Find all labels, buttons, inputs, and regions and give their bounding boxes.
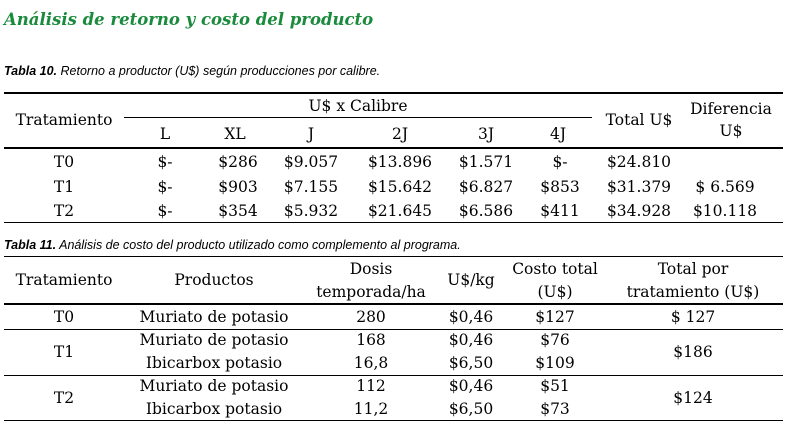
t11-group-t1-total: $186 xyxy=(673,343,713,361)
t11-t2-item1-costo: $73 xyxy=(540,400,570,418)
t11-header-dosis: Dosis xyxy=(349,260,393,278)
t10-row-t1-2J: $15.642 xyxy=(367,178,433,196)
t11-t2-item0-uskg: $0,46 xyxy=(448,377,494,395)
t11-header-costo-unit: (U$) xyxy=(537,283,573,301)
t11-t2-item0-producto: Muriato de potasio xyxy=(139,377,289,395)
t11-header-dosis-unit: temporada/ha xyxy=(316,283,426,301)
t11-t2-item1-dosis: 11,2 xyxy=(353,400,389,418)
t10-row-t2-J: $5.932 xyxy=(283,202,339,220)
table10-caption-text: Retorno a productor (U$) según produccio… xyxy=(57,64,381,78)
t10-row-t1-dif: $ 6.569 xyxy=(695,178,755,196)
t10-row-t0-L: $- xyxy=(157,153,173,171)
table11-header-rule xyxy=(4,303,783,305)
t11-t1-item0-dosis: 168 xyxy=(356,331,386,349)
t10-row-t0-trat: T0 xyxy=(53,153,75,171)
table10-group-rule xyxy=(124,117,592,118)
t10-row-t1-3J: $6.827 xyxy=(458,178,514,196)
t10-row-t2-XL: $354 xyxy=(218,202,258,220)
t11-header-uskg: U$/kg xyxy=(447,271,495,289)
table11-bottom-rule xyxy=(4,420,783,421)
t10-header-J: J xyxy=(307,125,315,143)
t11-header-costo: Costo total xyxy=(512,260,598,278)
t11-t2-item0-costo: $51 xyxy=(540,377,570,395)
t11-header-productos: Productos xyxy=(174,271,254,289)
table10-bottom-rule xyxy=(4,222,783,223)
t11-t1-item1-uskg: $6,50 xyxy=(448,354,494,372)
t11-group-t2-total: $124 xyxy=(673,389,713,407)
t10-row-t0-XL: $286 xyxy=(218,153,258,171)
table10-header-rule xyxy=(4,147,783,149)
t11-header-totalpor-unit: tratamiento (U$) xyxy=(626,283,760,301)
t11-t0-item0-uskg: $0,46 xyxy=(448,308,494,326)
t11-group-t1-trat: T1 xyxy=(53,343,75,361)
t10-row-t2-dif: $10.118 xyxy=(692,202,758,220)
t10-row-t0-4J: $- xyxy=(552,153,568,171)
t10-row-t2-L: $- xyxy=(157,202,173,220)
t10-row-t1-trat: T1 xyxy=(53,178,75,196)
t11-t2-item0-dosis: 112 xyxy=(356,377,386,395)
t11-t1-item1-costo: $109 xyxy=(535,354,575,372)
t10-header-diferencia-unit: U$ xyxy=(719,122,743,140)
t10-row-t1-L: $- xyxy=(157,178,173,196)
t11-t0-item0-dosis: 280 xyxy=(356,308,386,326)
t11-header-tratamiento: Tratamiento xyxy=(15,271,113,289)
t11-group-t2-trat: T2 xyxy=(53,389,75,407)
t10-header-2J: 2J xyxy=(391,125,409,143)
t10-row-t2-2J: $21.645 xyxy=(367,202,433,220)
table11-caption-text: Análisis de costo del producto utilizado… xyxy=(56,238,461,252)
t10-row-t0-J: $9.057 xyxy=(283,153,339,171)
t10-row-t0-total: $24.810 xyxy=(606,153,672,171)
t10-header-group: U$ x Calibre xyxy=(308,97,408,115)
t10-header-3J: 3J xyxy=(477,125,495,143)
t11-group-t0-trat: T0 xyxy=(53,308,75,326)
t10-row-t1-4J: $853 xyxy=(540,178,580,196)
t11-t0-item0-costo: $127 xyxy=(535,308,575,326)
t11-t1-item0-costo: $76 xyxy=(540,331,570,349)
t10-header-tratamiento: Tratamiento xyxy=(15,111,113,129)
t10-row-t1-total: $31.379 xyxy=(606,178,672,196)
table11-caption: Tabla 11. Análisis de costo del producto… xyxy=(4,238,461,252)
t11-group-t0-total: $ 127 xyxy=(670,308,716,326)
table11-row-rule-1 xyxy=(4,329,783,330)
t11-header-totalpor: Total por xyxy=(657,260,729,278)
t10-row-t0-3J: $1.571 xyxy=(458,153,514,171)
table11-caption-label: Tabla 11. xyxy=(4,238,57,252)
table10-top-rule xyxy=(4,92,783,94)
table11-row-rule-2 xyxy=(4,375,783,376)
t10-row-t2-3J: $6.586 xyxy=(458,202,514,220)
t11-t1-item1-dosis: 16,8 xyxy=(353,354,389,372)
t10-row-t1-J: $7.155 xyxy=(283,178,339,196)
t10-header-4J: 4J xyxy=(549,125,567,143)
t11-t0-item0-producto: Muriato de potasio xyxy=(139,308,289,326)
section-heading: Análisis de retorno y costo del producto xyxy=(4,10,374,29)
t11-t1-item0-uskg: $0,46 xyxy=(448,331,494,349)
t11-t1-item0-producto: Muriato de potasio xyxy=(139,331,289,349)
t10-header-total: Total U$ xyxy=(605,111,673,129)
table10-caption-label: Tabla 10. xyxy=(4,64,58,78)
t11-t2-item1-uskg: $6,50 xyxy=(448,400,494,418)
table11-top-rule xyxy=(4,256,783,257)
t10-row-t2-trat: T2 xyxy=(53,202,75,220)
t11-t2-item1-producto: Ibicarbox potasio xyxy=(145,400,283,418)
table10-caption: Tabla 10. Retorno a productor (U$) según… xyxy=(4,64,380,78)
t10-header-XL: XL xyxy=(224,125,246,143)
t10-row-t1-XL: $903 xyxy=(218,178,258,196)
t10-row-t2-total: $34.928 xyxy=(606,202,672,220)
t10-header-L: L xyxy=(159,125,171,143)
t10-row-t0-2J: $13.896 xyxy=(367,153,433,171)
t11-t1-item1-producto: Ibicarbox potasio xyxy=(145,354,283,372)
t10-row-t2-4J: $411 xyxy=(540,202,580,220)
t10-header-diferencia: Diferencia xyxy=(690,100,772,118)
